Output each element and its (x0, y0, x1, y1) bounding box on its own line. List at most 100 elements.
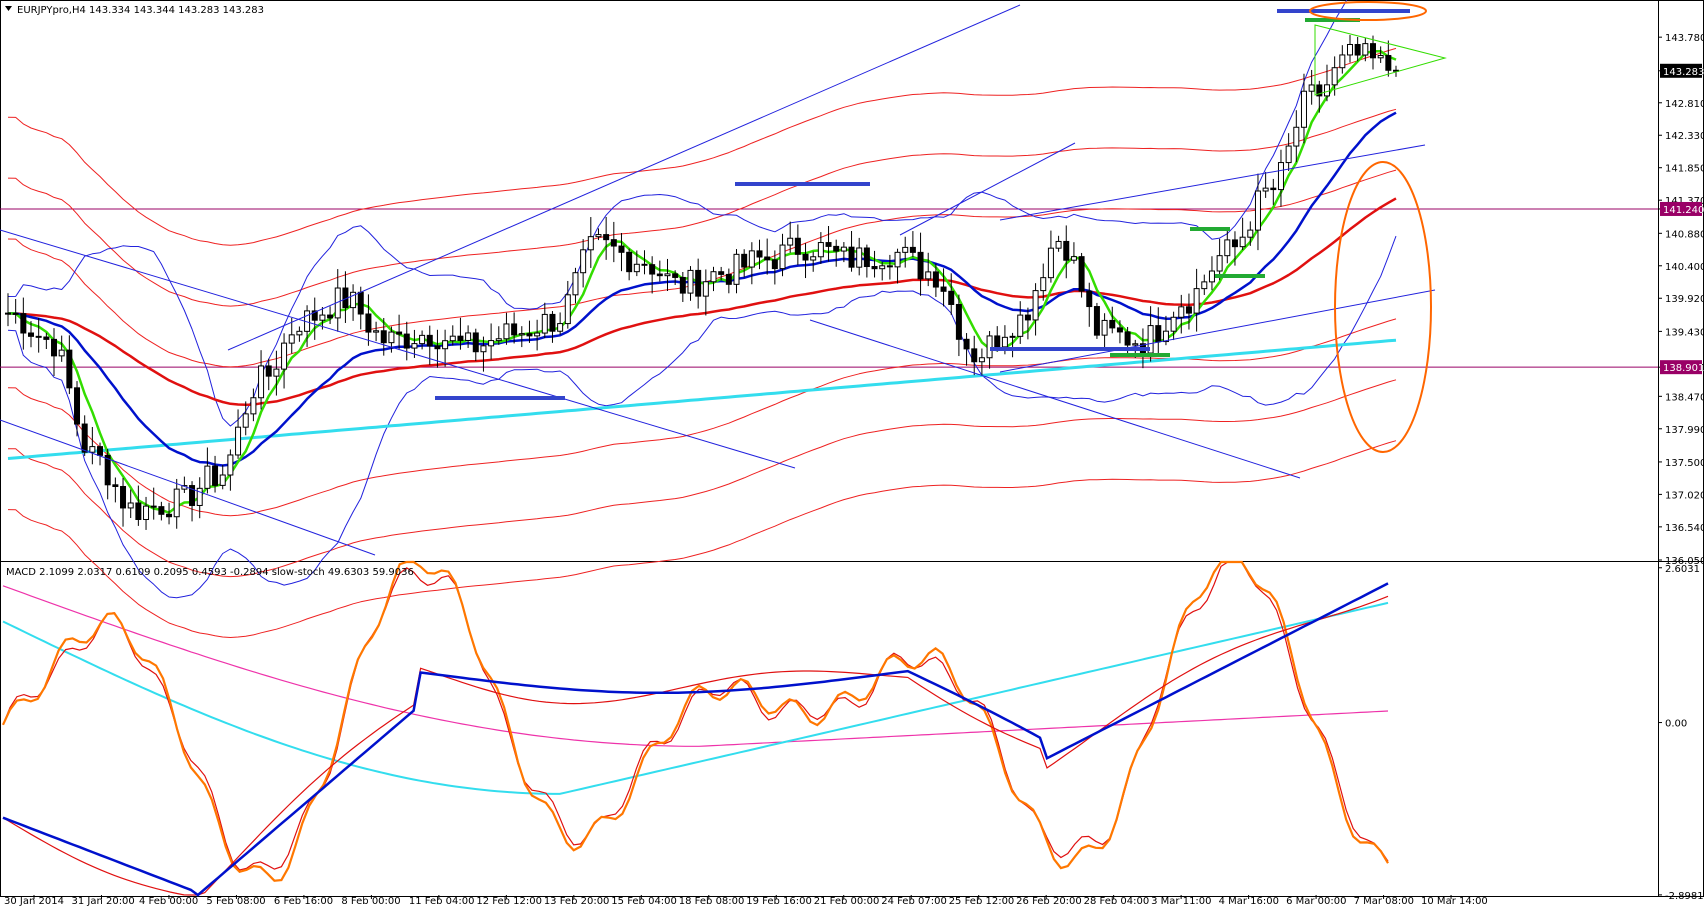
candle (863, 244, 870, 278)
candle (626, 248, 633, 281)
candle (380, 317, 387, 356)
bull-candle-body (856, 247, 863, 268)
price-tick-label: 137.020 (1665, 490, 1704, 501)
candle (166, 502, 173, 525)
candle (886, 254, 893, 280)
candle (871, 250, 878, 278)
candle (434, 329, 441, 368)
candle (1116, 320, 1123, 344)
time-tick-label: 26 Feb 20:00 (1016, 896, 1082, 907)
candle (1170, 311, 1177, 341)
triangle-pattern (1314, 24, 1447, 96)
bull-candle-body (1208, 270, 1215, 283)
candle (66, 335, 73, 395)
time-tick-label: 15 Feb 04:00 (611, 896, 677, 907)
bull-candle-body (810, 256, 817, 261)
bull-candle-body (580, 249, 587, 274)
bull-candle-body (925, 271, 932, 280)
bear-candle-body (603, 234, 610, 241)
bull-candle-body (388, 331, 395, 344)
bull-candle-body (242, 413, 249, 428)
bear-candle-body (932, 271, 939, 288)
bear-candle-body (610, 239, 617, 247)
bull-candle-body (702, 281, 709, 297)
bull-candle-body (258, 365, 265, 399)
time-tick-label: 8 Feb 00:00 (341, 896, 400, 907)
bull-candle-body (1262, 187, 1269, 192)
bull-candle-body (281, 342, 288, 370)
red-envelope-lower-2 (7, 440, 1397, 638)
bull-candle-body (879, 265, 886, 270)
candle (733, 249, 740, 294)
candle (656, 260, 663, 282)
candle (158, 501, 165, 521)
candle (526, 320, 533, 343)
candle (587, 217, 594, 268)
bear-candle-body (212, 465, 219, 486)
candle (672, 270, 679, 285)
trendline-down-1 (0, 229, 796, 469)
bull-candle-body (1170, 316, 1177, 332)
candle (925, 252, 932, 287)
candle (848, 230, 855, 272)
candle (1262, 171, 1269, 198)
time-tick-label: 4 Feb 00:00 (139, 896, 198, 907)
bull-candle-body (787, 237, 794, 246)
candle (1178, 294, 1185, 334)
bear-candle-body (511, 323, 518, 336)
candle (817, 232, 824, 264)
red-envelope-lower-0 (7, 318, 1397, 517)
candle (1024, 307, 1031, 340)
candle (695, 258, 702, 309)
candle (1293, 110, 1300, 163)
price-tick-label: 139.920 (1665, 294, 1704, 305)
bull-candle-body (587, 236, 594, 251)
candle (802, 243, 809, 279)
bear-candle-body (764, 256, 771, 261)
bull-candle-body (664, 273, 671, 277)
candle (112, 477, 119, 503)
bull-candle-body (1346, 43, 1353, 56)
bear-candle-body (120, 486, 127, 509)
bear-candle-body (135, 502, 142, 520)
bull-candle-body (1216, 255, 1223, 272)
time-tick-label: 6 Mar 00:00 (1286, 896, 1346, 907)
candle (1093, 302, 1100, 339)
bull-candle-body (1331, 67, 1338, 86)
time-tick-label: 7 Mar 08:00 (1354, 896, 1414, 907)
candle (342, 271, 349, 323)
candle (227, 449, 234, 491)
candle (1009, 332, 1016, 358)
candle (28, 321, 35, 348)
time-tick-label: 21 Feb 00:00 (814, 896, 880, 907)
bull-candle-body (173, 488, 180, 518)
bull-candle-body (1377, 55, 1384, 59)
candle (503, 312, 510, 345)
collapse-triangle-icon[interactable] (5, 6, 12, 11)
candle (204, 447, 211, 494)
bull-candle-body (1277, 162, 1284, 191)
bull-candle-body (219, 474, 226, 486)
candle (5, 293, 11, 327)
blue-moving-average (8, 111, 1397, 467)
main-chart-title: EURJPYpro,H4 143.334 143.344 143.283 143… (17, 5, 264, 16)
candle (518, 326, 525, 348)
bear-candle-body (848, 246, 855, 268)
time-tick-label: 25 Feb 12:00 (949, 896, 1015, 907)
price-tick-label: 139.430 (1665, 327, 1704, 338)
candle (748, 242, 755, 285)
time-tick-label: 4 Mar 16:00 (1219, 896, 1279, 907)
bear-candle-body (1385, 55, 1392, 71)
candle (35, 318, 42, 353)
bear-candle-body (626, 251, 633, 273)
annotation-layer (0, 1, 1447, 556)
candle (81, 415, 88, 456)
bear-candle-body (886, 265, 893, 268)
candle (710, 266, 717, 292)
candle (641, 250, 648, 275)
bear-candle-body (150, 505, 157, 508)
candle (1055, 235, 1062, 252)
bear-candle-body (43, 336, 50, 340)
price-label-box (1660, 201, 1702, 216)
bear-candle-body (871, 266, 878, 270)
